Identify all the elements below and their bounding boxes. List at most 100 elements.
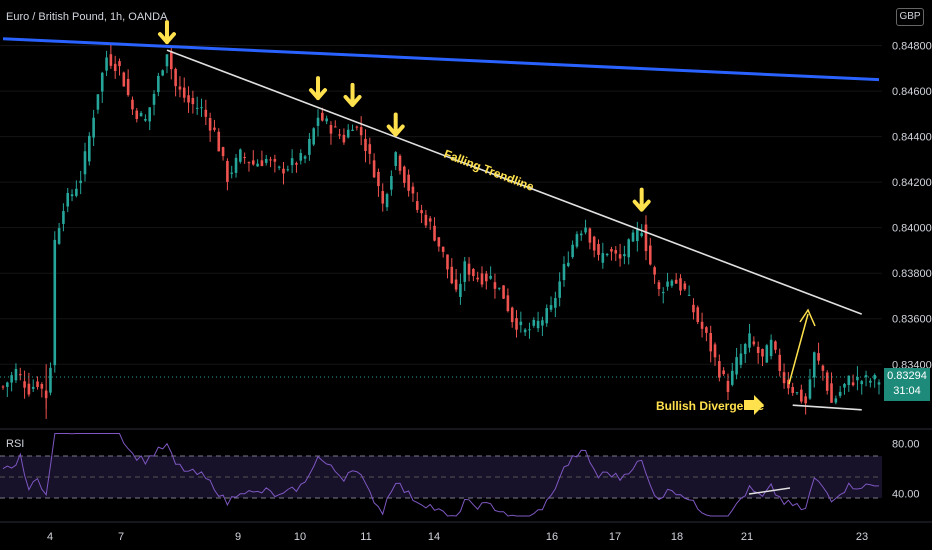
candle-body — [575, 234, 579, 247]
candle-body — [364, 138, 367, 152]
x-tick-label: 7 — [118, 531, 124, 543]
candle-body — [636, 229, 639, 242]
y-tick-label: 0.83600 — [892, 314, 932, 326]
y-tick-label: 0.84800 — [892, 41, 932, 53]
candle-body — [834, 398, 838, 403]
candle-body — [174, 69, 177, 87]
candle-body — [100, 72, 104, 92]
candle-body — [152, 94, 156, 105]
candle-body — [96, 94, 100, 110]
candle-body — [333, 126, 337, 128]
candle-body — [217, 131, 221, 152]
candle-body — [774, 341, 777, 350]
candle-body — [437, 237, 441, 247]
candle-body — [640, 233, 643, 236]
candle-body — [700, 321, 704, 329]
candle-body — [472, 268, 475, 277]
x-tick-label: 18 — [671, 531, 683, 543]
candle-body — [105, 57, 108, 71]
annotation-falling-trendline: Falling Trendline — [442, 147, 536, 194]
candle-body — [769, 339, 773, 357]
candle-body — [838, 391, 842, 396]
candle-body — [208, 118, 212, 131]
candle-body — [161, 70, 164, 76]
candle-body — [377, 171, 380, 187]
trend-lines — [2, 37, 880, 411]
candle-body — [1, 386, 5, 388]
candle-body — [312, 128, 315, 145]
candle-body — [510, 307, 514, 323]
y-tick-label: 0.84400 — [892, 132, 932, 144]
candle-body — [372, 160, 376, 178]
candle-body — [743, 344, 747, 355]
candle-body — [187, 95, 190, 103]
candle-body — [165, 54, 169, 67]
candle-body — [687, 294, 691, 296]
candle-body — [251, 160, 255, 165]
candle-body — [346, 129, 350, 138]
candle-body — [234, 157, 238, 173]
down-arrow-icon — [157, 20, 176, 45]
candle-body — [541, 320, 544, 326]
candle-body — [851, 382, 855, 386]
chart-title: Euro / British Pound, 1h, OANDA — [6, 11, 168, 23]
current-price-tag: 0.83294 31:04 — [884, 368, 930, 401]
candle-body — [605, 253, 609, 256]
candle-body — [295, 163, 298, 165]
candle-body — [825, 372, 829, 391]
candle-body — [415, 201, 419, 210]
candle-body — [135, 110, 139, 120]
candle-body — [804, 396, 807, 404]
candle-body — [592, 236, 596, 251]
candle-body — [623, 254, 626, 257]
candle-body — [14, 368, 18, 381]
falling-trendline — [166, 49, 863, 315]
candle-body — [286, 169, 290, 171]
candle-body — [735, 357, 738, 375]
candle-countdown: 31:04 — [893, 385, 921, 397]
candle-body — [27, 383, 31, 395]
candle-body — [144, 118, 147, 121]
candle-body — [243, 157, 246, 159]
candle-body — [480, 273, 484, 285]
candle-body — [808, 379, 812, 399]
candle-body — [601, 253, 605, 263]
candle-body — [264, 158, 268, 163]
candle-body — [260, 160, 264, 166]
candle-body — [204, 109, 208, 117]
candle-body — [463, 261, 467, 282]
candle-body — [864, 375, 868, 378]
candle-body — [459, 283, 462, 297]
candle-body — [705, 327, 708, 333]
candle-body — [752, 341, 756, 345]
candle-body — [195, 107, 199, 109]
candle-body — [70, 194, 74, 197]
candle-body — [403, 166, 406, 183]
candle-body — [791, 387, 794, 393]
rsi-axis: 80.00 40.00 — [892, 439, 920, 501]
candle-body — [411, 186, 415, 194]
rsi-label: RSI — [6, 438, 24, 450]
candle-body — [57, 228, 61, 244]
candle-body — [485, 273, 488, 282]
candle-body — [532, 319, 536, 326]
candle-body — [398, 155, 402, 171]
y-tick-label: 0.84000 — [892, 223, 932, 235]
candle-body — [549, 305, 553, 310]
y-tick-label: 0.83800 — [892, 268, 932, 280]
candle-body — [88, 135, 91, 162]
candle-body — [139, 112, 143, 117]
candle-body — [18, 374, 22, 376]
candle-body — [856, 376, 859, 381]
down-arrow-icon — [309, 76, 328, 101]
candle-body — [36, 381, 39, 387]
currency-badge[interactable]: GBP — [896, 8, 924, 26]
arrow-right-icon — [744, 395, 764, 415]
candle-body — [748, 333, 751, 348]
support-line — [792, 404, 862, 411]
candle-body — [821, 365, 825, 371]
candle-body — [126, 78, 130, 96]
candle-body — [40, 384, 44, 389]
candle-body — [230, 172, 234, 174]
